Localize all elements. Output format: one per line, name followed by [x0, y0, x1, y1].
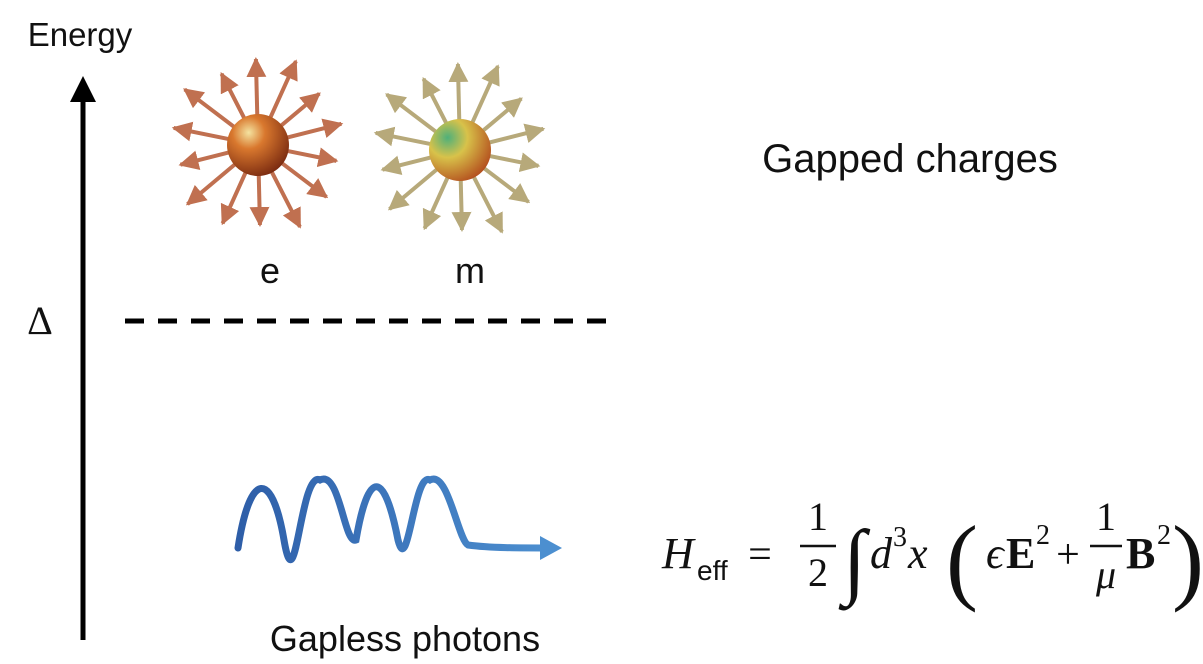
formula-part: μ [1095, 552, 1116, 597]
field-arrow [178, 149, 232, 170]
field-arrow [268, 169, 302, 229]
field-arrow [279, 160, 329, 199]
field-arrow [171, 121, 231, 142]
field-arrow [373, 126, 433, 147]
formula-part: ∫ [838, 514, 871, 611]
gap-label: Δ [27, 298, 53, 343]
field-arrow [469, 64, 500, 126]
formula-part: B [1126, 529, 1155, 578]
formula-part: = [748, 532, 772, 578]
field-arrow [220, 169, 249, 226]
formula-part: + [1056, 532, 1080, 578]
field-arrow [470, 174, 504, 234]
formula-part: ( [946, 506, 978, 613]
formula-part: H [661, 529, 696, 578]
field-arrow [481, 165, 531, 204]
formula-part: 1 [808, 494, 828, 539]
electric-charge [227, 114, 289, 176]
field-arrow [486, 123, 546, 146]
formula-part: x [907, 529, 928, 578]
field-arrow [385, 92, 439, 135]
formula-part: 2 [1157, 520, 1171, 551]
formula-part: 1 [1096, 494, 1116, 539]
formula-part: 2 [1036, 520, 1050, 551]
field-arrow [267, 59, 298, 121]
field-arrow [387, 166, 440, 211]
field-arrow [284, 118, 344, 141]
formula-part: E [1006, 529, 1035, 578]
photon-wave [234, 475, 554, 564]
field-arrow [246, 57, 267, 118]
formula-part: ϵ [986, 529, 1006, 578]
formula-part: ) [1172, 506, 1203, 613]
formula-part: 2 [808, 550, 828, 595]
formula: H eff = 1 2 ∫ d 3 x ( ϵ E 2 + 1 μ B 2 ) [661, 494, 1203, 613]
charges-title: Gapped charges [762, 137, 1058, 181]
axis-label: Energy [28, 16, 133, 53]
field-arrow [421, 77, 450, 126]
field-arrow [380, 154, 434, 175]
m-field-arrows [373, 62, 546, 234]
field-arrow [448, 62, 469, 123]
photons-title: Gapless photons [270, 618, 540, 659]
field-arrow [480, 97, 523, 134]
axis-arrowhead [70, 76, 96, 102]
field-arrow [487, 152, 541, 173]
magnetic-charge [429, 119, 491, 181]
formula-part: eff [697, 555, 728, 586]
field-arrow [185, 161, 238, 206]
charge-label: e [260, 250, 280, 291]
charge-label: m [455, 250, 485, 291]
field-arrow [183, 87, 237, 130]
field-arrow [219, 72, 248, 121]
photon-arrowhead [540, 536, 562, 560]
field-arrow [285, 147, 339, 168]
field-arrow [422, 174, 451, 231]
formula-part: 3 [893, 522, 907, 553]
field-arrow [451, 177, 472, 232]
field-arrow [278, 92, 321, 129]
e-field-arrows [171, 57, 344, 229]
field-arrow [249, 172, 270, 227]
formula-part: d [870, 529, 893, 578]
